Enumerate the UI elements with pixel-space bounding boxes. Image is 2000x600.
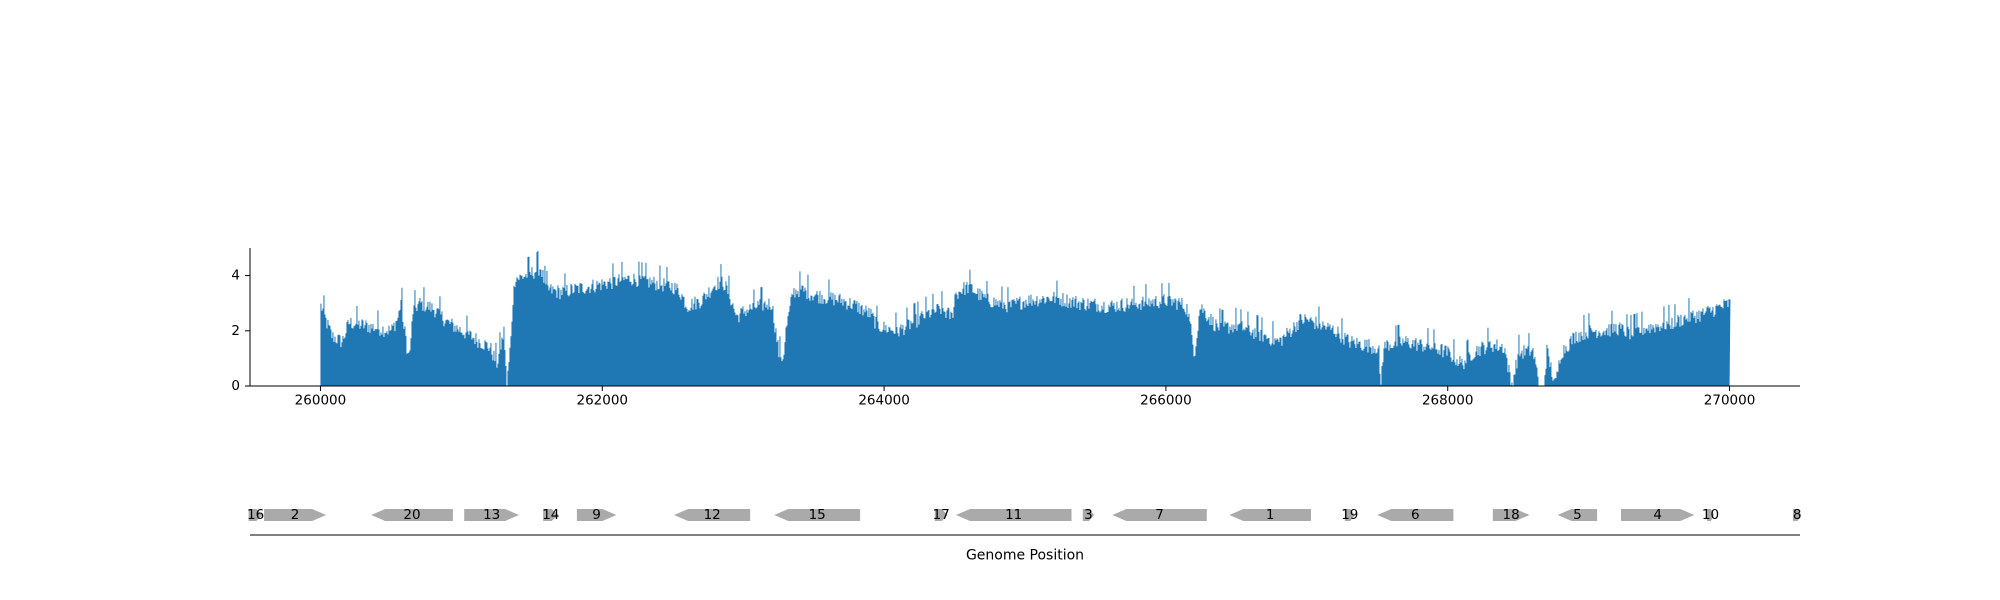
coverage-plot: 0 2 4 260000 262000 264000 266000 268000 270000 bbox=[231, 248, 1800, 409]
x-axis-ticks: 260000 262000 264000 266000 268000 270000 bbox=[295, 386, 1756, 409]
y-tick-label: 0 bbox=[231, 378, 240, 394]
gene-label-2: 2 bbox=[291, 507, 300, 523]
gene-arrow-16 bbox=[248, 509, 263, 521]
x-tick-label: 262000 bbox=[576, 393, 628, 409]
gene-arrow-13 bbox=[464, 509, 520, 521]
gene-label-14: 14 bbox=[542, 507, 559, 523]
gene-arrow-18 bbox=[1492, 509, 1530, 521]
gene-label-13: 13 bbox=[483, 507, 500, 523]
gene-arrow-5 bbox=[1557, 509, 1598, 521]
gene-label-11: 11 bbox=[1005, 507, 1022, 523]
gene-label-5: 5 bbox=[1573, 507, 1582, 523]
gene-label-15: 15 bbox=[809, 507, 826, 523]
gene-arrow-15 bbox=[774, 509, 861, 521]
gene-arrow-12 bbox=[674, 509, 751, 521]
gene-arrow-19 bbox=[1344, 509, 1355, 521]
gene-label-10: 10 bbox=[1702, 507, 1719, 523]
gene-label-1: 1 bbox=[1266, 507, 1275, 523]
gene-arrow-14 bbox=[543, 509, 559, 521]
gene-arrow-6 bbox=[1377, 509, 1454, 521]
gene-arrow-4 bbox=[1621, 509, 1695, 521]
x-tick-label: 270000 bbox=[1704, 393, 1756, 409]
gene-label-17: 17 bbox=[933, 507, 950, 523]
gene-label-12: 12 bbox=[704, 507, 721, 523]
gene-label-20: 20 bbox=[403, 507, 420, 523]
y-tick-label: 2 bbox=[231, 323, 240, 339]
gene-arrow-11 bbox=[956, 509, 1072, 521]
gene-arrow-1 bbox=[1229, 509, 1311, 521]
gene-label-7: 7 bbox=[1155, 507, 1164, 523]
gene-arrow-17 bbox=[934, 509, 948, 521]
gene-label-18: 18 bbox=[1503, 507, 1520, 523]
x-tick-label: 260000 bbox=[295, 393, 347, 409]
x-tick-label: 266000 bbox=[1140, 393, 1192, 409]
gene-arrow-7 bbox=[1112, 509, 1207, 521]
gene-label-8: 8 bbox=[1793, 507, 1802, 523]
gene-arrow-2 bbox=[264, 509, 327, 521]
y-tick-label: 4 bbox=[231, 268, 240, 284]
gene-arrow-10 bbox=[1707, 509, 1714, 521]
gene-label-4: 4 bbox=[1653, 507, 1662, 523]
x-tick-label: 268000 bbox=[1422, 393, 1474, 409]
y-axis-ticks: 0 2 4 bbox=[231, 268, 250, 394]
coverage-bars bbox=[320, 250, 1731, 386]
gene-label-9: 9 bbox=[592, 507, 601, 523]
gene-track: 16 2 20 13 14 9 12 15 17 11 3 7 1 19 6 18 5 4 10 8 Genome P… bbox=[247, 507, 1801, 564]
gene-arrow-8 bbox=[1793, 509, 1802, 521]
gene-label-6: 6 bbox=[1411, 507, 1420, 523]
gene-arrows: 16 2 20 13 14 9 12 15 17 11 3 7 1 19 6 18 5 4 10 8 bbox=[247, 507, 1801, 523]
gene-track-xlabel: Genome Position bbox=[966, 548, 1084, 564]
x-tick-label: 264000 bbox=[858, 393, 910, 409]
gene-label-3: 3 bbox=[1084, 507, 1093, 523]
gene-arrow-20 bbox=[371, 509, 453, 521]
gene-label-19: 19 bbox=[1341, 507, 1358, 523]
gene-arrow-9 bbox=[576, 509, 617, 521]
gene-arrow-3 bbox=[1082, 509, 1094, 521]
gene-label-16: 16 bbox=[247, 507, 264, 523]
